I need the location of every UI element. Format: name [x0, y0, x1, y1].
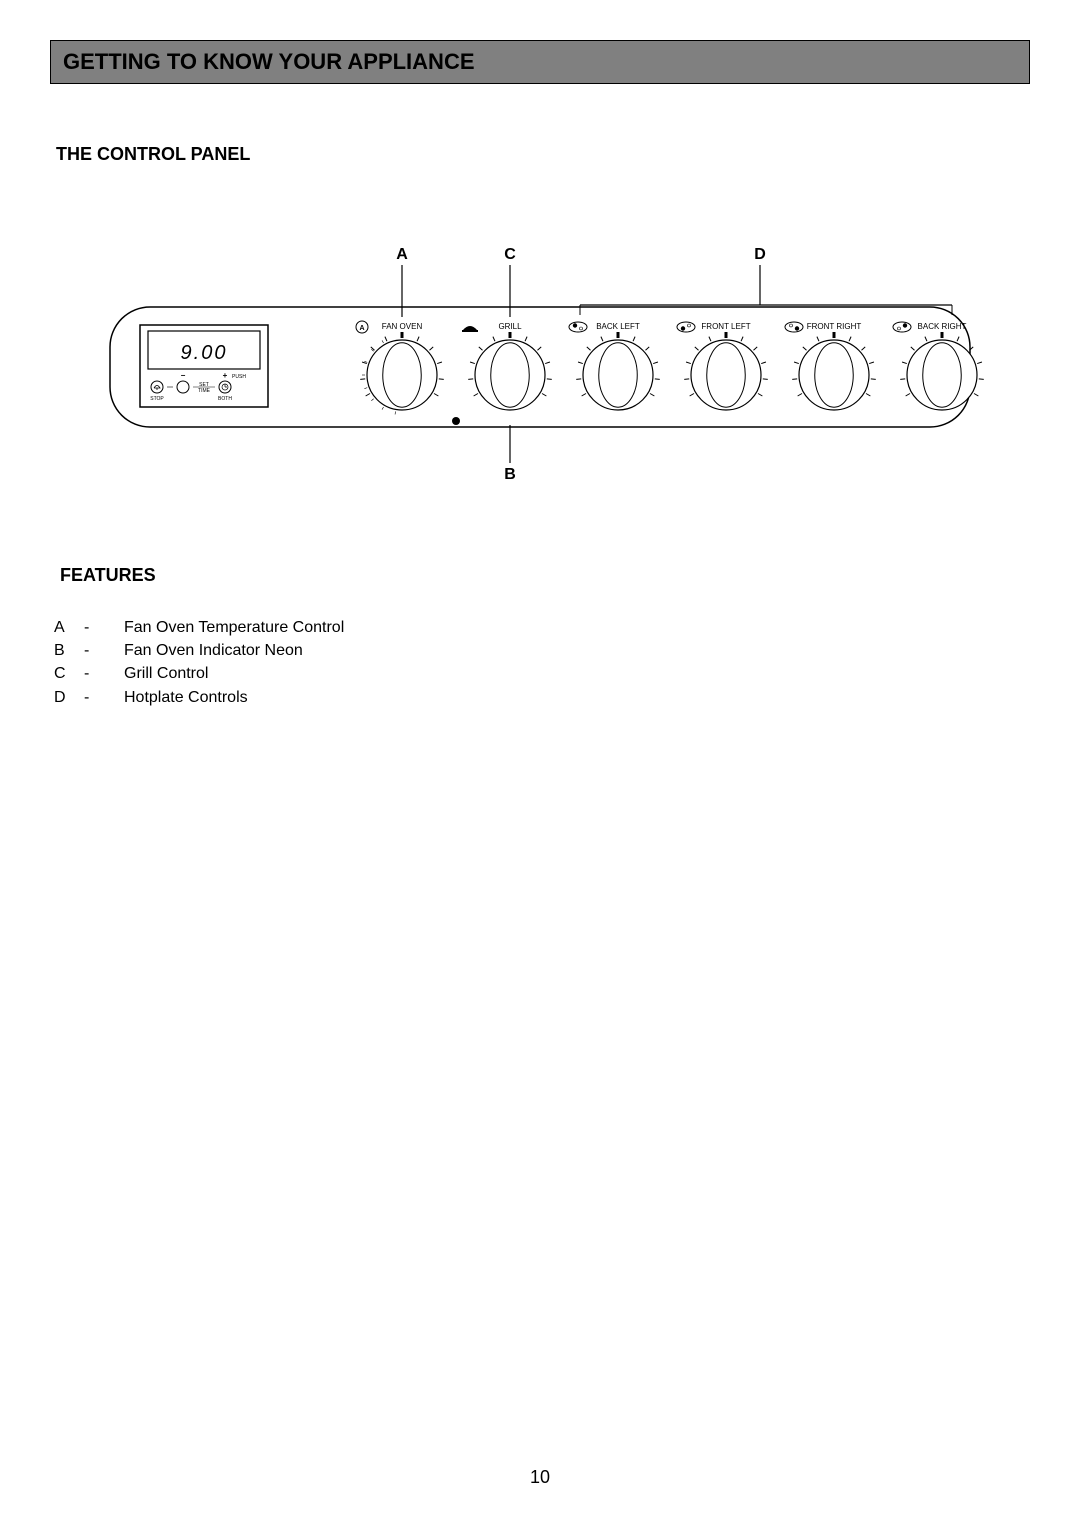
svg-text:FRONT RIGHT: FRONT RIGHT [807, 322, 862, 331]
feature-dash: - [84, 686, 124, 709]
svg-text:B: B [504, 466, 516, 483]
feature-dash: - [84, 616, 124, 639]
svg-text:−: − [181, 371, 186, 380]
feature-row: D - Hotplate Controls [54, 686, 1030, 709]
feature-label: Hotplate Controls [124, 686, 248, 709]
svg-text:TIME: TIME [198, 388, 211, 394]
svg-text:D: D [754, 246, 766, 263]
feature-letter: D [54, 686, 84, 709]
feature-label: Fan Oven Indicator Neon [124, 639, 303, 662]
feature-dash: - [84, 662, 124, 685]
svg-text:FRONT LEFT: FRONT LEFT [701, 322, 750, 331]
svg-text:+: + [223, 371, 228, 380]
section-header: GETTING TO KNOW YOUR APPLIANCE [50, 40, 1030, 84]
feature-row: A - Fan Oven Temperature Control [54, 616, 1030, 639]
svg-text:STOP: STOP [150, 396, 164, 402]
feature-label: Fan Oven Temperature Control [124, 616, 344, 639]
svg-text:GRILL: GRILL [498, 322, 522, 331]
svg-text:A: A [359, 325, 364, 332]
feature-letter: B [54, 639, 84, 662]
svg-text:BACK LEFT: BACK LEFT [596, 322, 640, 331]
svg-text:FAN OVEN: FAN OVEN [382, 322, 423, 331]
feature-letter: C [54, 662, 84, 685]
feature-row: C - Grill Control [54, 662, 1030, 685]
svg-text:A: A [396, 246, 408, 263]
svg-text:PUSH: PUSH [232, 374, 246, 380]
svg-text:9.00: 9.00 [181, 342, 228, 364]
svg-text:BOTH: BOTH [218, 396, 232, 402]
svg-text:C: C [504, 246, 516, 263]
feature-dash: - [84, 639, 124, 662]
features-heading: FEATURES [60, 565, 1030, 586]
feature-letter: A [54, 616, 84, 639]
page-number: 10 [0, 1467, 1080, 1488]
features-list: A - Fan Oven Temperature Control B - Fan… [54, 616, 1030, 709]
control-panel-heading: THE CONTROL PANEL [56, 144, 1030, 165]
svg-text:BACK RIGHT: BACK RIGHT [918, 322, 967, 331]
control-panel-diagram: 9.00STOP−+BOTHPUSHSETTIMEFAN OVENAGRILLB… [50, 225, 1030, 485]
feature-row: B - Fan Oven Indicator Neon [54, 639, 1030, 662]
feature-label: Grill Control [124, 662, 208, 685]
